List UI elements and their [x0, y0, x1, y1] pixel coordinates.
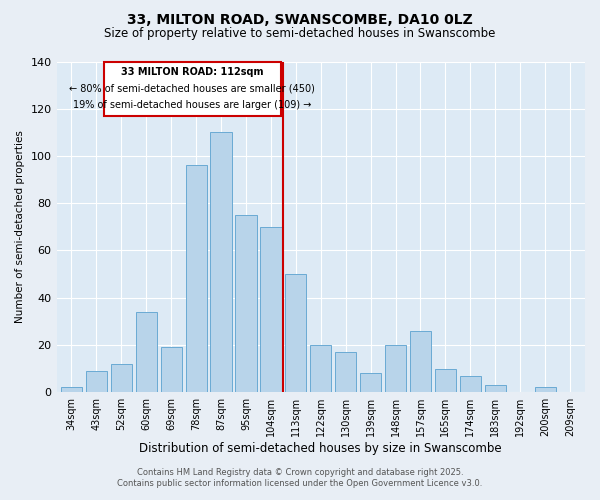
Bar: [435, 368, 456, 392]
Text: 33, MILTON ROAD, SWANSCOMBE, DA10 0LZ: 33, MILTON ROAD, SWANSCOMBE, DA10 0LZ: [127, 12, 473, 26]
Bar: [111, 364, 132, 392]
Bar: [61, 388, 82, 392]
Bar: [535, 388, 556, 392]
Bar: [260, 227, 281, 392]
Text: Size of property relative to semi-detached houses in Swanscombe: Size of property relative to semi-detach…: [104, 28, 496, 40]
Bar: [410, 331, 431, 392]
Text: ← 80% of semi-detached houses are smaller (450): ← 80% of semi-detached houses are smalle…: [70, 84, 316, 94]
Text: Contains HM Land Registry data © Crown copyright and database right 2025.
Contai: Contains HM Land Registry data © Crown c…: [118, 468, 482, 487]
Bar: [161, 348, 182, 392]
Bar: [385, 345, 406, 392]
Bar: [335, 352, 356, 392]
Bar: [360, 374, 381, 392]
Bar: [235, 215, 257, 392]
Bar: [460, 376, 481, 392]
X-axis label: Distribution of semi-detached houses by size in Swanscombe: Distribution of semi-detached houses by …: [139, 442, 502, 455]
Bar: [285, 274, 307, 392]
Bar: [310, 345, 331, 392]
Bar: [211, 132, 232, 392]
Text: 19% of semi-detached houses are larger (109) →: 19% of semi-detached houses are larger (…: [73, 100, 311, 110]
Y-axis label: Number of semi-detached properties: Number of semi-detached properties: [15, 130, 25, 324]
FancyBboxPatch shape: [104, 62, 281, 116]
Bar: [86, 371, 107, 392]
Text: 33 MILTON ROAD: 112sqm: 33 MILTON ROAD: 112sqm: [121, 68, 263, 78]
Bar: [185, 166, 207, 392]
Bar: [485, 385, 506, 392]
Bar: [136, 312, 157, 392]
